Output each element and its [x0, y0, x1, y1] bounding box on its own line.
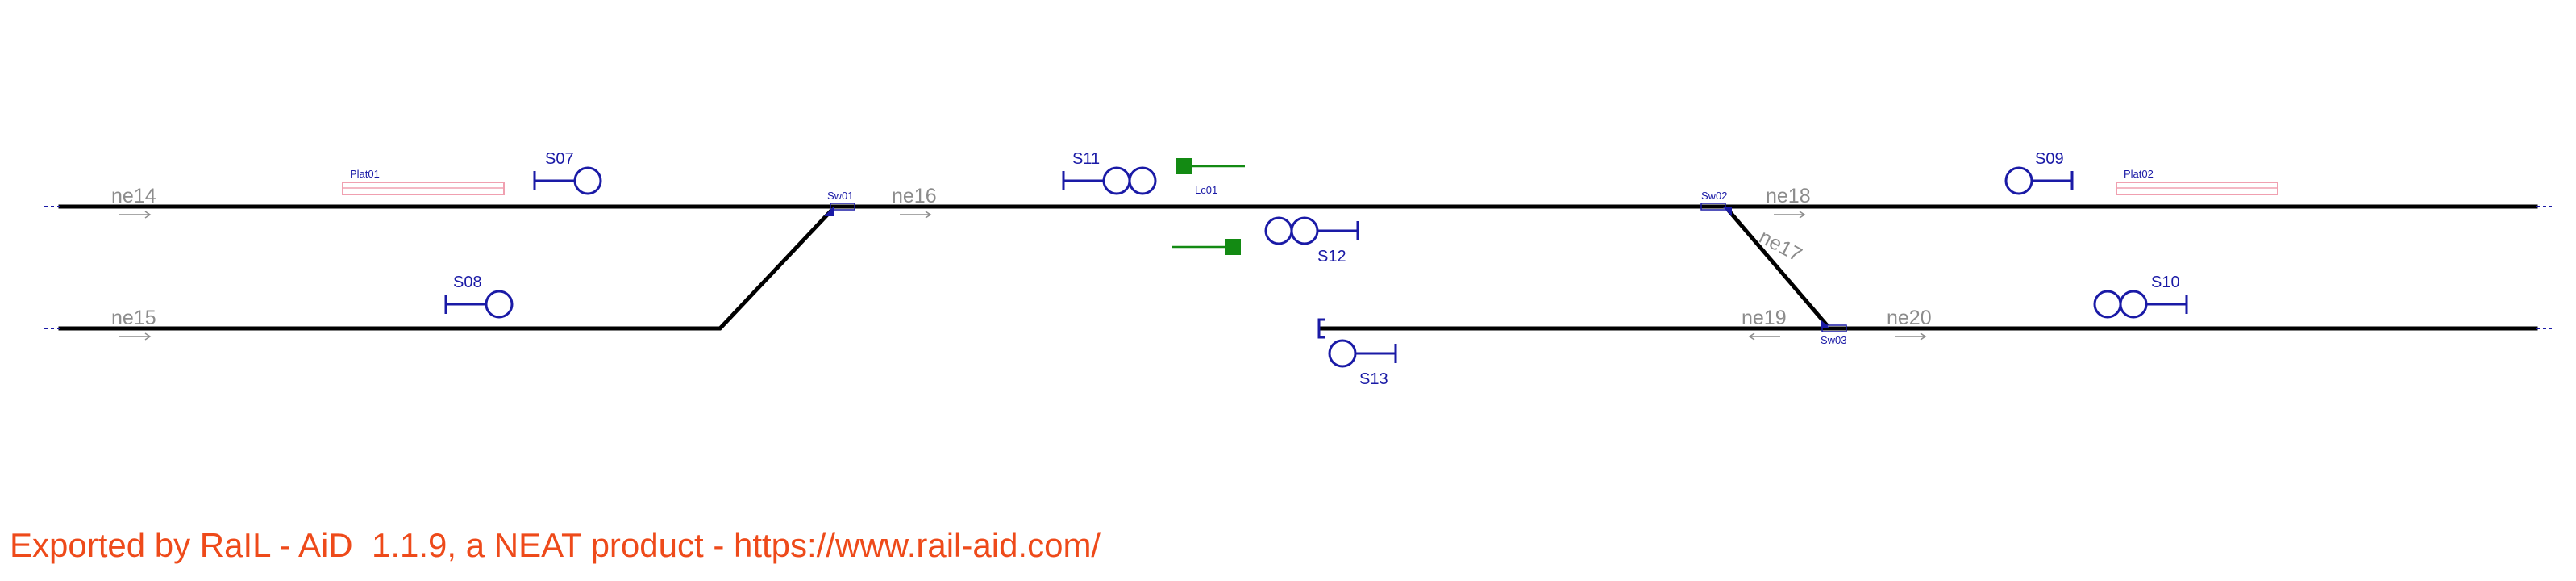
- label-ne19: ne19: [1742, 307, 1787, 329]
- arrow-ne19: [1748, 332, 1780, 341]
- label-plat02: Plat02: [2124, 168, 2154, 180]
- level-crossing-lc01[interactable]: Lc01: [1172, 158, 1245, 255]
- arrow-ne20: [1895, 332, 1927, 341]
- signal-s07[interactable]: [533, 166, 602, 195]
- label-ne20: ne20: [1887, 307, 1932, 329]
- label-s11: S11: [1072, 150, 1100, 168]
- switch-sw02[interactable]: Sw02: [1700, 190, 1732, 216]
- label-ne15: ne15: [111, 307, 156, 329]
- label-s13: S13: [1359, 370, 1388, 388]
- label-ne17: ne17: [1755, 225, 1805, 266]
- label-s09: S09: [2035, 150, 2064, 168]
- signal-s13[interactable]: [1328, 339, 1397, 368]
- track-ne17[interactable]: [1726, 208, 1829, 328]
- label-sw02: Sw02: [1701, 190, 1728, 202]
- arrow-ne14: [119, 211, 152, 219]
- signal-s10[interactable]: [2093, 290, 2188, 319]
- label-sw01: Sw01: [827, 190, 854, 202]
- label-sw03: Sw03: [1821, 334, 1847, 346]
- signal-s08[interactable]: [444, 290, 514, 319]
- buffer-stop: [1317, 318, 1325, 339]
- label-ne14: ne14: [111, 185, 156, 207]
- arrow-ne15: [119, 332, 152, 341]
- signal-s12[interactable]: [1264, 216, 1359, 245]
- label-plat01: Plat01: [350, 168, 380, 180]
- label-lc01: Lc01: [1195, 184, 1217, 196]
- label-s08: S08: [453, 274, 482, 291]
- label-s12: S12: [1317, 248, 1346, 265]
- signal-labels: S07 S08 S09 S10 S11 S12 S13: [453, 150, 2180, 388]
- label-ne18: ne18: [1766, 185, 1811, 207]
- track-ends: [44, 206, 2552, 329]
- direction-arrows: [119, 211, 1927, 341]
- platform-plat01[interactable]: Plat01: [342, 168, 505, 195]
- label-s07: S07: [545, 150, 574, 168]
- label-ne16: ne16: [892, 185, 937, 207]
- export-footer: Exported by RaIL - AiD 1.1.9, a NEAT pro…: [10, 526, 1101, 564]
- tracks: [58, 204, 2538, 331]
- label-s10: S10: [2151, 274, 2180, 291]
- signal-s11[interactable]: [1062, 166, 1157, 195]
- switch-sw03[interactable]: Sw03: [1821, 320, 1847, 346]
- arrow-ne16: [900, 211, 932, 219]
- platform-plat02[interactable]: Plat02: [2116, 168, 2278, 195]
- switch-sw01[interactable]: Sw01: [824, 190, 855, 216]
- arrow-ne18: [1774, 211, 1806, 219]
- track-ne15[interactable]: [58, 208, 834, 331]
- signal-s09[interactable]: [2004, 166, 2074, 195]
